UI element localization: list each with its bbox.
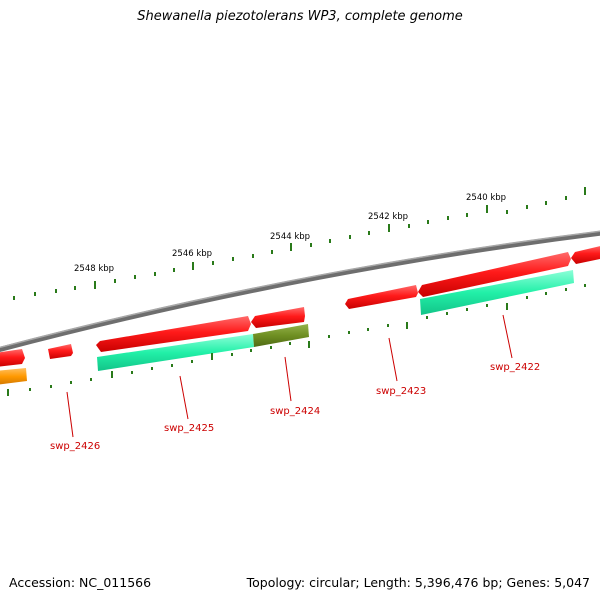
leader-line — [502, 314, 513, 359]
genome-backbone — [0, 230, 600, 352]
gene-feature — [0, 349, 25, 367]
forward-gene-track — [0, 246, 600, 367]
inner-feature-track — [0, 270, 574, 385]
gene-label-swp-2426[interactable]: swp_2426 — [50, 441, 100, 452]
gene-feature — [48, 344, 73, 359]
cds-feature — [97, 334, 254, 371]
gene-label-swp-2425[interactable]: swp_2425 — [164, 423, 214, 434]
gene-feature — [96, 316, 251, 352]
gene-feature — [571, 246, 600, 264]
inner-ruler-ticks — [7, 284, 586, 396]
gene-label-leaders — [66, 314, 513, 438]
ruler-label: 2540 kbp — [466, 193, 506, 203]
genome-backbone-highlight — [0, 230, 600, 349]
leader-line — [66, 391, 74, 438]
leader-line — [179, 375, 189, 420]
gene-feature — [345, 285, 418, 309]
gene-label-swp-2424[interactable]: swp_2424 — [270, 406, 320, 417]
orange-feature — [0, 368, 27, 385]
ruler-label: 2542 kbp — [368, 212, 408, 222]
highlight-feature — [253, 324, 309, 347]
ruler-label: 2546 kbp — [172, 249, 212, 259]
gene-feature — [251, 307, 305, 328]
genome-summary-text: Topology: circular; Length: 5,396,476 bp… — [246, 575, 590, 590]
cds-feature — [420, 270, 574, 315]
gene-label-swp-2422[interactable]: swp_2422 — [490, 362, 540, 373]
genome-title: Shewanella piezotolerans WP3, complete g… — [137, 9, 463, 24]
ruler-label: 2548 kbp — [74, 264, 114, 274]
gene-feature — [418, 252, 571, 297]
ruler-label: 2544 kbp — [270, 232, 310, 242]
accession-text: Accession: NC_011566 — [9, 575, 152, 590]
gene-label-swp-2423[interactable]: swp_2423 — [376, 386, 426, 397]
outer-ruler-ticks — [13, 187, 586, 300]
leader-line — [388, 337, 398, 382]
leader-line — [284, 356, 292, 402]
